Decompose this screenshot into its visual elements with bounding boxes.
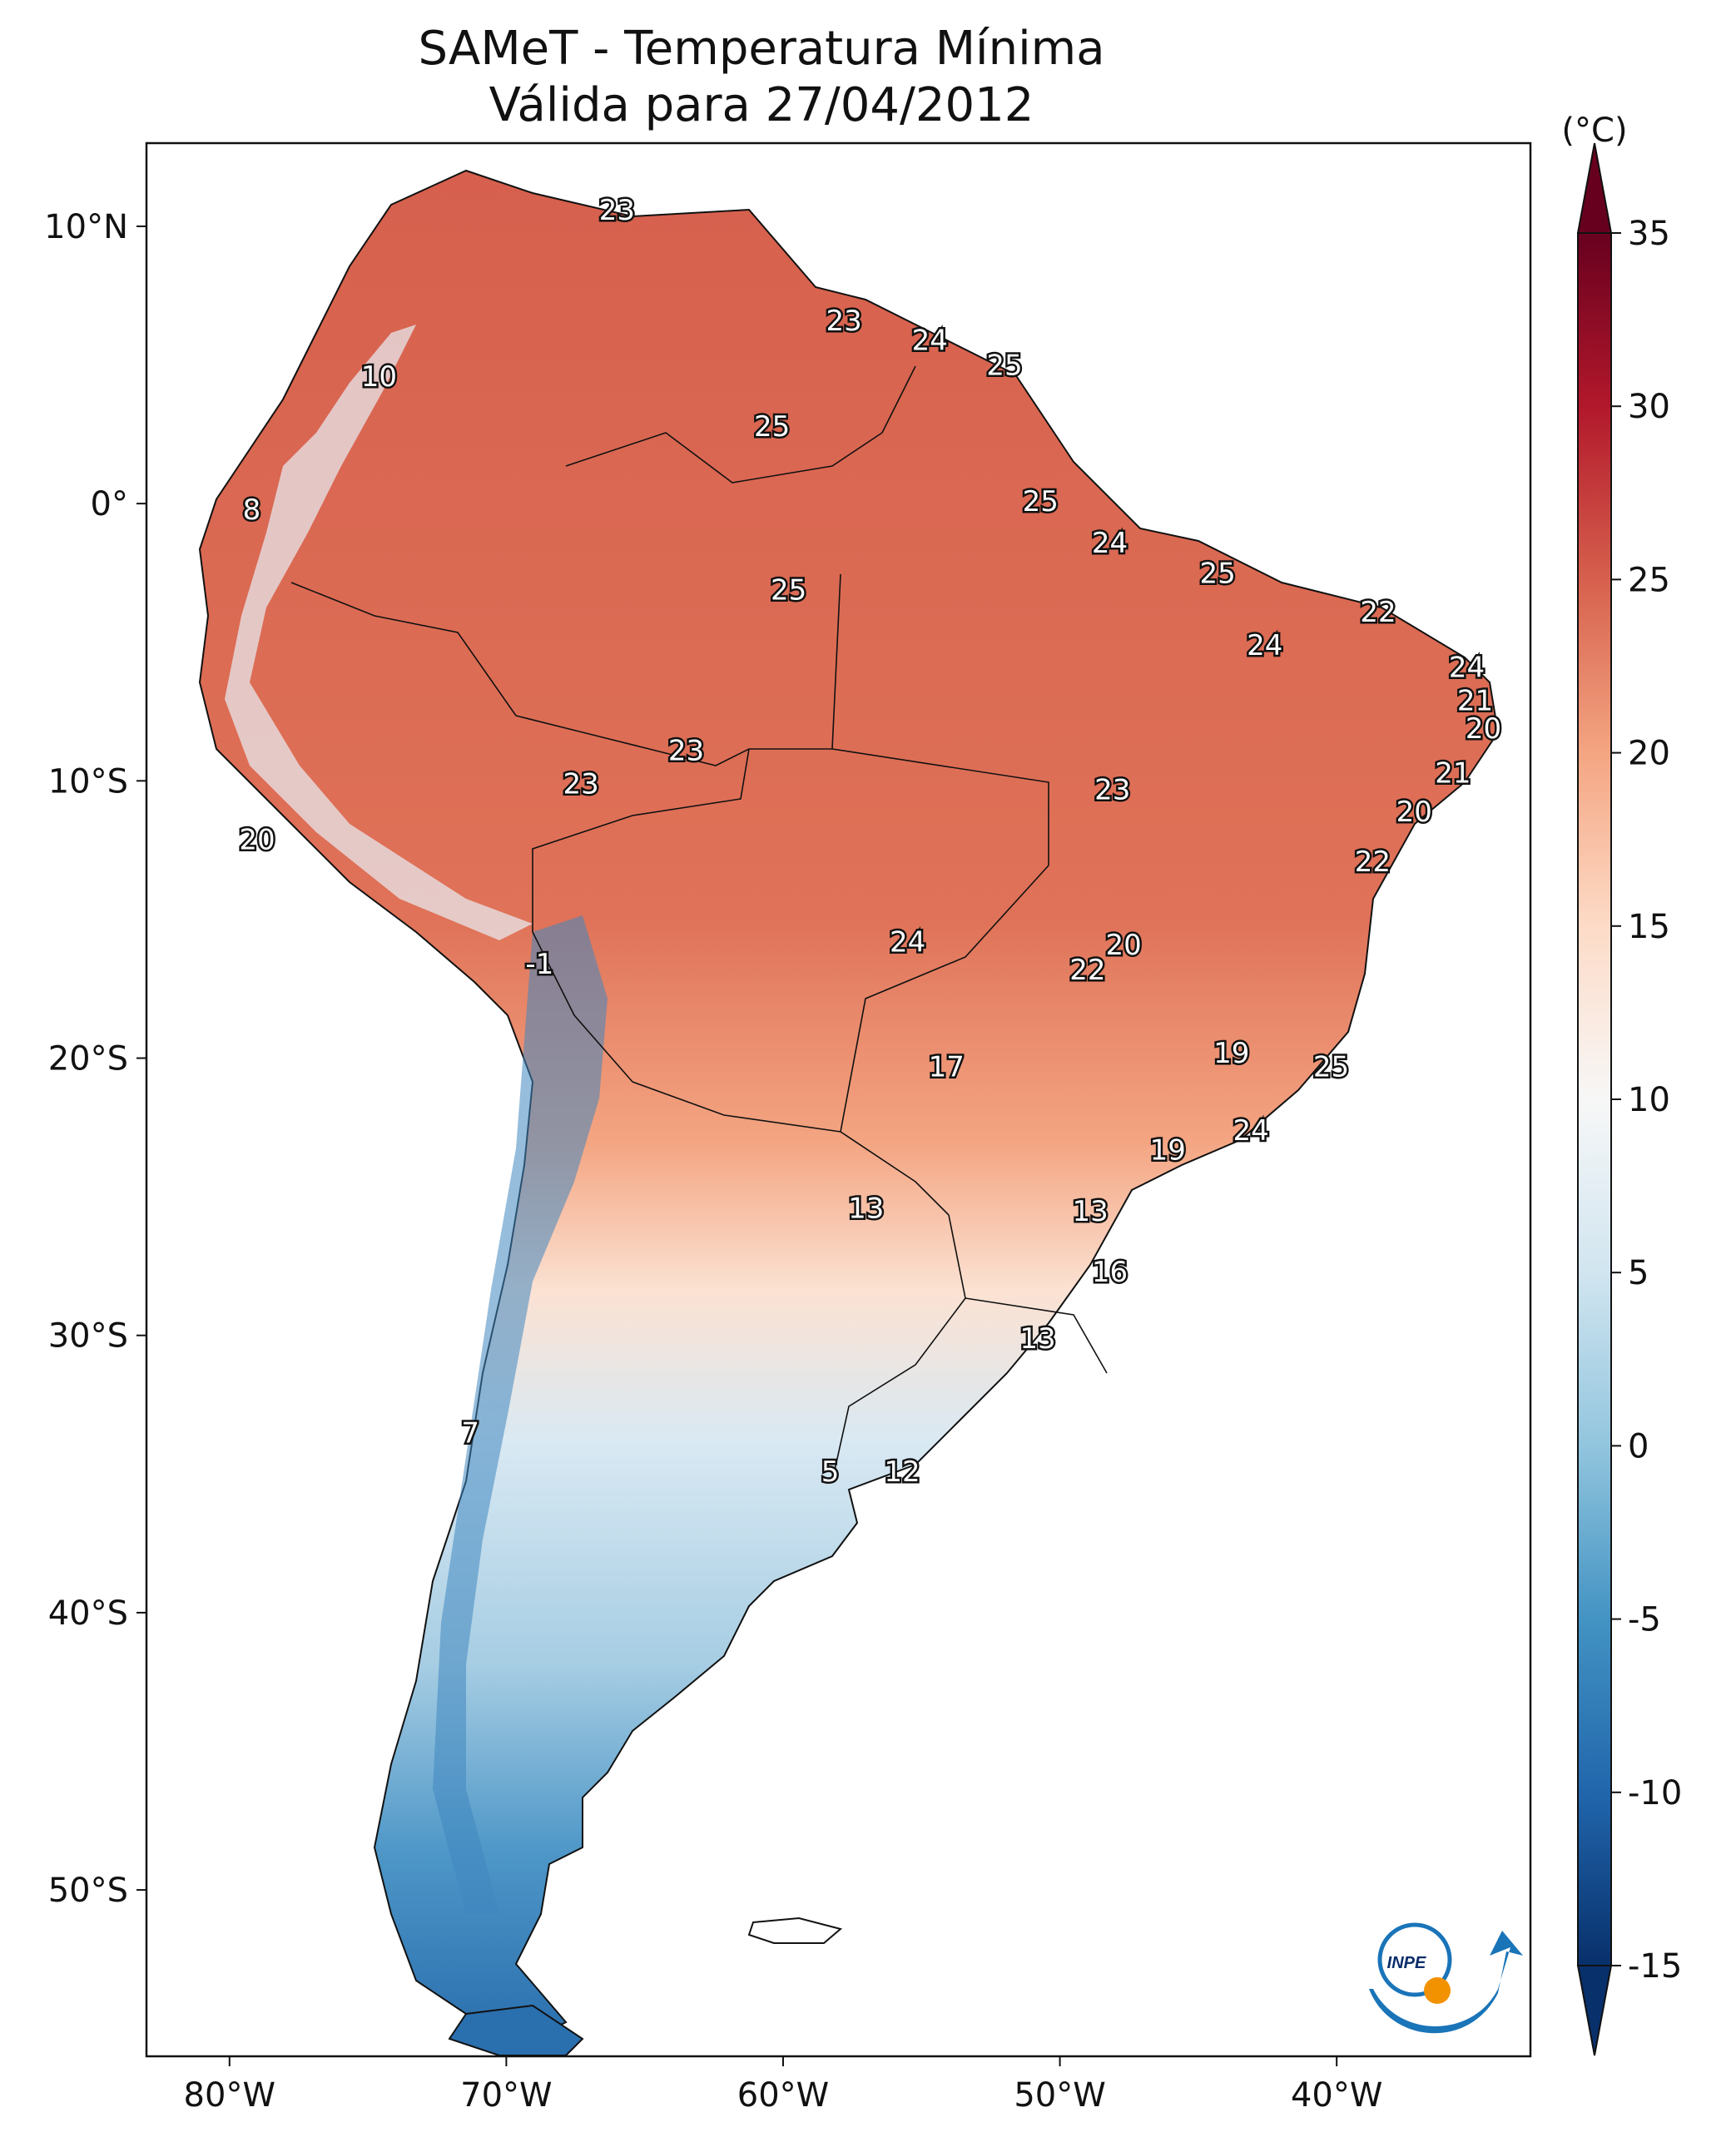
lon-tick-label: 40°W xyxy=(1291,2076,1382,2115)
lat-tick-label: 50°S xyxy=(48,1872,128,1910)
colorbar-max-extension xyxy=(1576,142,1613,234)
temperature-label: 12 xyxy=(884,1455,920,1489)
temperature-label: 20 xyxy=(239,823,275,856)
colorbar-tick-label: 25 xyxy=(1628,561,1670,599)
temperature-label: 13 xyxy=(1073,1195,1109,1228)
temperature-label: 20 xyxy=(1105,929,1141,962)
colorbar-tick-label: 35 xyxy=(1628,215,1670,253)
lat-tick-label: 10°N xyxy=(44,208,128,246)
lon-tick-label: 60°W xyxy=(737,2076,829,2115)
andes-north-band xyxy=(225,325,533,940)
temperature-label: 24 xyxy=(1092,527,1128,560)
lon-tick-label: 70°W xyxy=(460,2076,552,2115)
temperature-label: 19 xyxy=(1150,1133,1186,1167)
temperature-label: 5 xyxy=(821,1455,840,1489)
temperature-label: 24 xyxy=(1247,629,1282,662)
temperature-label: 23 xyxy=(563,768,599,801)
colorbar-tick-label: 30 xyxy=(1628,388,1670,426)
temperature-label: 24 xyxy=(912,325,948,358)
temperature-label: 8 xyxy=(243,493,261,527)
colorbar-tick-label: 10 xyxy=(1628,1081,1670,1119)
map-frame xyxy=(145,141,1532,2058)
lat-tick-label: 30°S xyxy=(48,1317,128,1356)
temperature-label: 7 xyxy=(461,1416,479,1450)
lon-ticks: 80°W 70°W 60°W 50°W 40°W xyxy=(184,2056,1382,2115)
lat-tick-label: 0° xyxy=(91,485,128,523)
temperature-label: 21 xyxy=(1457,685,1493,718)
colorbar-gradient xyxy=(1577,232,1612,1966)
map-subtitle: Válida para 27/04/2012 xyxy=(489,78,1034,132)
temperature-label: 22 xyxy=(1355,845,1391,879)
temperature-label: 21 xyxy=(1435,756,1471,790)
temperature-label: 13 xyxy=(848,1192,884,1225)
temperature-label: 19 xyxy=(1213,1037,1249,1070)
map-area xyxy=(198,169,1500,2056)
colorbar-tick-label: 15 xyxy=(1628,908,1670,946)
temperature-label: 25 xyxy=(771,573,806,607)
temperature-label: 16 xyxy=(1092,1256,1128,1289)
temperature-label: 22 xyxy=(1360,596,1396,629)
lat-tick-label: 20°S xyxy=(48,1040,128,1078)
logo-arc xyxy=(1369,1931,1523,2034)
temperature-label: 25 xyxy=(1023,485,1059,518)
lat-tick-label: 10°S xyxy=(48,762,128,801)
logo-ring xyxy=(1377,1922,1452,1997)
colorbar-tick-label: 0 xyxy=(1628,1427,1649,1465)
logo-text: INPE xyxy=(1387,1954,1426,1972)
temperature-label: 22 xyxy=(1069,954,1105,987)
andes-cold-band xyxy=(433,915,608,1914)
temperature-label: 24 xyxy=(890,926,925,959)
temperature-label: 25 xyxy=(1313,1051,1349,1084)
temperature-label: 25 xyxy=(986,350,1022,383)
temperature-label: 17 xyxy=(929,1051,965,1084)
lon-tick-label: 50°W xyxy=(1014,2076,1105,2115)
lat-ticks: 10°N 0° 10°S 20°S 30°S 40°S 50°S xyxy=(44,208,146,1910)
temperature-label: 10 xyxy=(361,360,397,394)
temperature-label: 20 xyxy=(1466,712,1501,746)
temperature-label: 24 xyxy=(1233,1114,1268,1148)
temperature-label: 23 xyxy=(668,735,704,768)
temperature-label: 25 xyxy=(754,410,790,444)
colorbar-ticks: 35 30 25 20 15 10 5 0 -5 -10 -15 xyxy=(1611,215,1682,1986)
temperature-label: 23 xyxy=(1094,773,1130,806)
temperature-label: -1 xyxy=(525,948,553,981)
south-america-land xyxy=(198,169,1500,2040)
colorbar-tick-label: 5 xyxy=(1628,1254,1649,1292)
country-borders xyxy=(290,365,1108,1482)
colorbar-tick-label: 20 xyxy=(1628,735,1670,773)
lon-tick-label: 80°W xyxy=(184,2076,275,2115)
colorbar-tick-label: -5 xyxy=(1628,1601,1661,1639)
colorbar-min-extension xyxy=(1576,1965,1613,2056)
temperature-label: 24 xyxy=(1449,652,1485,685)
colorbar-tick-label: -15 xyxy=(1628,1947,1682,1986)
tierra-del-fuego xyxy=(448,2004,584,2056)
temperature-label: 25 xyxy=(1200,557,1236,590)
lat-tick-label: 40°S xyxy=(48,1594,128,1633)
map-title: SAMeT - Temperatura Mínima xyxy=(418,22,1105,76)
inpe-logo: INPE xyxy=(1369,1922,1523,2034)
colorbar-unit: (°C) xyxy=(1561,112,1627,150)
logo-dot xyxy=(1424,1977,1451,2004)
temperature-label: 20 xyxy=(1396,796,1432,829)
temperature-label: 13 xyxy=(1019,1322,1055,1356)
colorbar: 35 30 25 20 15 10 5 0 -5 -10 -15 (°C) xyxy=(1561,112,1682,2056)
temperature-label: 23 xyxy=(599,194,635,227)
temperature-label: 23 xyxy=(826,305,862,338)
falkland-islands xyxy=(747,1916,843,1944)
colorbar-tick-label: -10 xyxy=(1628,1774,1682,1812)
